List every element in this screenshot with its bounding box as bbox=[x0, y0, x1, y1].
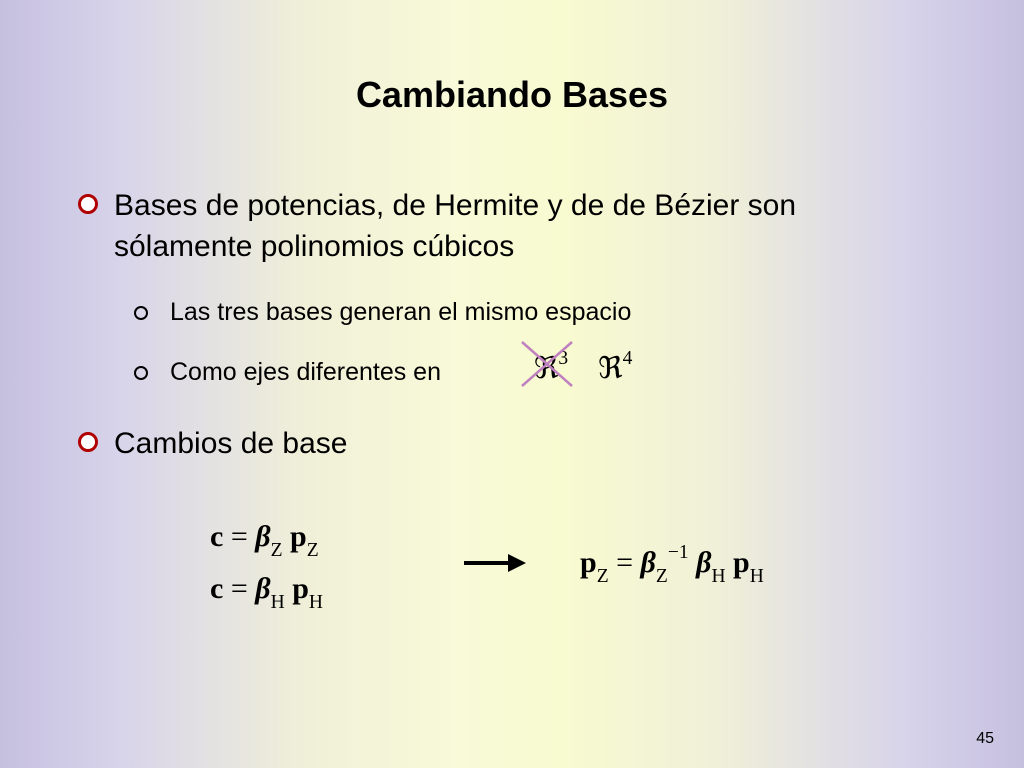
bullet-1-text: Bases de potencias, de Hermite y de de B… bbox=[114, 186, 908, 267]
slide-title: Cambiando Bases bbox=[0, 74, 1024, 116]
cross-out-icon bbox=[516, 336, 586, 392]
equation-2: c = βH pH bbox=[210, 572, 323, 611]
bullet-icon bbox=[78, 432, 98, 457]
sub-bullet-1: Las tres bases generan el mismo espacio bbox=[134, 298, 631, 327]
bullet-2-text: Cambios de base bbox=[114, 424, 347, 465]
bullet-2: Cambios de base bbox=[78, 424, 347, 465]
page-number: 45 bbox=[976, 730, 994, 748]
equation-1: c = βZ pZ bbox=[210, 520, 319, 559]
bullet-icon bbox=[78, 194, 98, 219]
arrow-icon bbox=[460, 549, 530, 577]
sub-bullet-2: Como ejes diferentes en bbox=[134, 358, 441, 387]
r4-symbol: ℜ4 bbox=[598, 351, 632, 386]
sub-bullet-1-text: Las tres bases generan el mismo espacio bbox=[170, 298, 631, 327]
sub-bullet-2-text: Como ejes diferentes en bbox=[170, 358, 441, 387]
circle-bullet-icon bbox=[134, 306, 148, 320]
equation-3: pZ = βZ−1 βH pH bbox=[580, 545, 764, 585]
bullet-1: Bases de potencias, de Hermite y de de B… bbox=[78, 186, 908, 267]
slide: Cambiando Bases Bases de potencias, de H… bbox=[0, 0, 1024, 768]
circle-bullet-icon bbox=[134, 366, 148, 380]
